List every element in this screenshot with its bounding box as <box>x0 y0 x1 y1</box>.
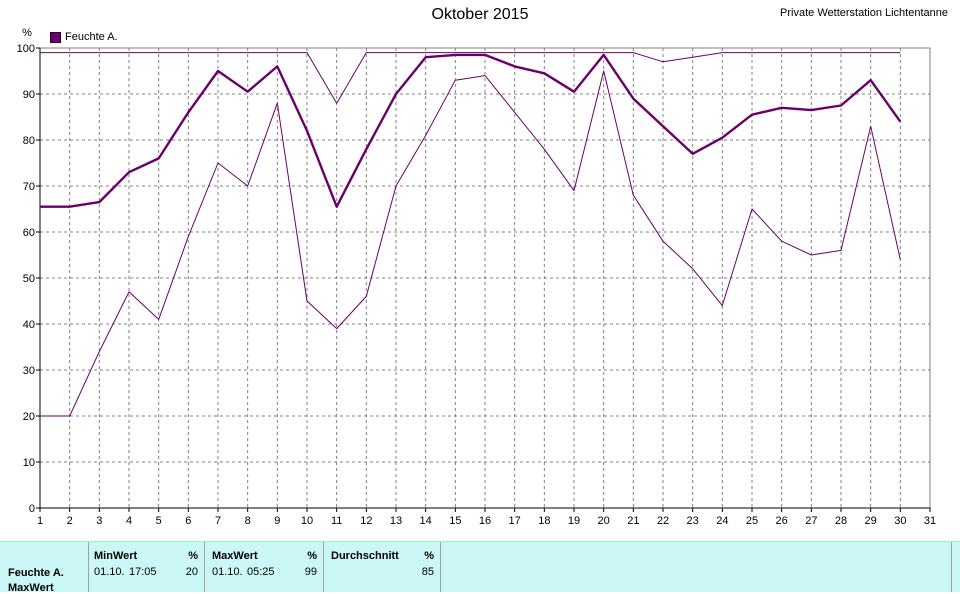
x-tick-label: 31 <box>924 515 936 527</box>
series-line-max <box>40 52 901 104</box>
y-tick-label: 70 <box>23 181 35 193</box>
summary-row-label: Feuchte A. <box>8 567 64 579</box>
x-tick-label: 26 <box>776 515 788 527</box>
x-tick-label: 17 <box>509 515 521 527</box>
y-tick-label: 90 <box>23 89 35 101</box>
x-tick-label: 30 <box>894 515 906 527</box>
min-unit: % <box>188 550 198 562</box>
max-unit: % <box>307 550 317 562</box>
x-tick-label: 5 <box>156 515 162 527</box>
series-line-mean <box>40 53 902 208</box>
y-tick-label: 20 <box>23 411 35 423</box>
x-tick-label: 3 <box>96 515 102 527</box>
min-value: 20 <box>185 566 198 578</box>
y-tick-label: 30 <box>23 365 35 377</box>
x-tick-label: 27 <box>805 515 817 527</box>
max-date: 01.10. <box>212 566 243 578</box>
y-tick-label: 60 <box>23 227 35 239</box>
x-tick-label: 23 <box>687 515 699 527</box>
y-tick-label: 0 <box>29 503 35 515</box>
x-tick-label: 19 <box>568 515 580 527</box>
y-tick-label: 100 <box>17 43 35 55</box>
x-tick-label: 12 <box>360 515 372 527</box>
x-tick-label: 20 <box>598 515 610 527</box>
x-tick-label: 8 <box>245 515 251 527</box>
max-value: 99 <box>304 566 317 578</box>
y-tick-label: 80 <box>23 135 35 147</box>
legend-label: Feuchte A. <box>65 31 118 43</box>
x-tick-label: 15 <box>449 515 461 527</box>
avg-value: 85 <box>421 566 434 578</box>
station-name: Private Wetterstation Lichtentanne <box>780 7 948 19</box>
y-tick-label: 40 <box>23 319 35 331</box>
x-tick-label: 22 <box>657 515 669 527</box>
summary-row-sublabel: MaxWert <box>8 582 54 594</box>
y-axis-label: % <box>22 27 32 39</box>
humidity-chart: 1 2 3 4 5 6 7 8 9 10 11 12 13 14 15 16 17 18 19 20 21 22 23 24 2… <box>17 27 936 527</box>
avg-header: Durchschnitt <box>331 550 399 562</box>
summary-panel: Feuchte A. MaxWert MinWert % 01.10. 17:0… <box>0 541 960 594</box>
legend-swatch <box>50 31 61 43</box>
chart-title: Oktober 2015 <box>431 6 529 23</box>
x-tick-label: 2 <box>67 515 73 527</box>
min-header: MinWert <box>94 550 138 562</box>
x-tick-label: 29 <box>865 515 877 527</box>
y-tick-label: 50 <box>23 273 35 285</box>
min-time: 17:05 <box>129 566 157 578</box>
x-tick-label: 7 <box>215 515 221 527</box>
x-tick-label: 4 <box>126 515 132 527</box>
x-tick-label: 24 <box>716 515 728 527</box>
summary-empty-cell <box>441 542 952 592</box>
summary-max-cell: MaxWert % 01.10. 05:25 99 <box>205 542 324 592</box>
x-tick-label: 1 <box>37 515 43 527</box>
min-date: 01.10. <box>94 566 125 578</box>
y-tick-label: 10 <box>23 457 35 469</box>
series-line-min <box>40 70 901 417</box>
summary-row-label-cell: Feuchte A. MaxWert <box>0 542 89 594</box>
avg-unit: % <box>424 550 434 562</box>
summary-avg-cell: Durchschnitt % 85 <box>324 542 441 592</box>
x-tick-label: 16 <box>479 515 491 527</box>
x-tick-label: 18 <box>538 515 550 527</box>
x-tick-label: 10 <box>301 515 313 527</box>
max-time: 05:25 <box>247 566 275 578</box>
legend: Feuchte A. <box>50 31 118 43</box>
summary-min-cell: MinWert % 01.10. 17:05 20 <box>89 542 205 592</box>
x-tick-label: 25 <box>746 515 758 527</box>
x-tick-label: 11 <box>331 515 342 527</box>
x-tick-label: 9 <box>274 515 280 527</box>
x-tick-label: 14 <box>420 515 432 527</box>
x-tick-label: 6 <box>185 515 191 527</box>
x-tick-label: 21 <box>627 515 639 527</box>
x-tick-label: 13 <box>390 515 402 527</box>
max-header: MaxWert <box>212 550 258 562</box>
x-tick-label: 28 <box>835 515 847 527</box>
